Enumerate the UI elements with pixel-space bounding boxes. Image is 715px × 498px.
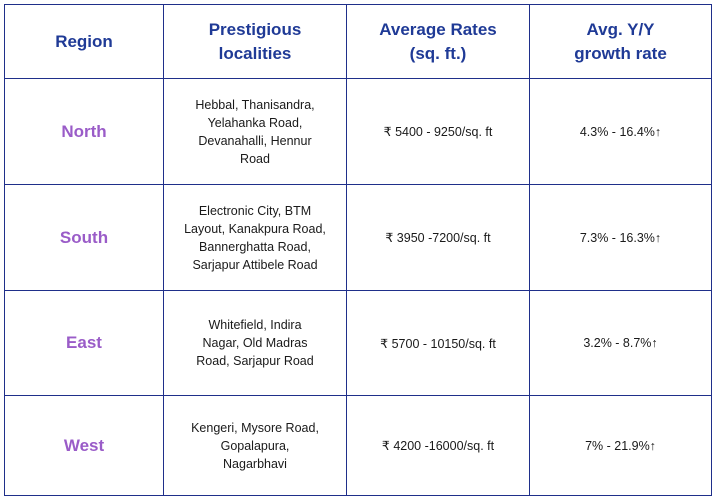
header-region: Region: [4, 4, 164, 79]
region-cell: North: [4, 78, 164, 185]
localities-cell: Electronic City, BTM Layout, Kanakpura R…: [163, 184, 347, 291]
localities-cell: Whitefield, Indira Nagar, Old Madras Roa…: [163, 290, 347, 396]
header-localities-line-2: localities: [218, 43, 292, 63]
locality-line: Kengeri, Mysore Road,: [191, 420, 319, 435]
region-cell: South: [4, 184, 164, 291]
header-region-label: Region: [55, 31, 113, 51]
localities-cell: Hebbal, Thanisandra, Yelahanka Road, Dev…: [163, 78, 347, 185]
locality-line: Nagarbhavi: [223, 456, 287, 471]
locality-line: Whitefield, Indira: [208, 318, 302, 332]
locality-line: Electronic City, BTM: [198, 203, 312, 218]
growth-cell: 4.3% - 16.4%↑: [529, 78, 712, 185]
table-row: North Hebbal, Thanisandra, Yelahanka Roa…: [4, 78, 712, 185]
growth-cell: 3.2% - 8.7%↑: [529, 290, 712, 396]
locality-line: Gopalapura,: [220, 438, 290, 453]
locality-line: Yelahanka Road,: [207, 115, 303, 130]
locality-line: Sarjapur Attibele Road: [192, 257, 318, 272]
rates-table: Region Prestigious localities Average Ra…: [4, 4, 712, 496]
locality-line: Road: [240, 151, 270, 166]
header-rates-line-2: (sq. ft.): [409, 43, 467, 63]
table-row: South Electronic City, BTM Layout, Kanak…: [4, 184, 712, 291]
header-growth-line-2: growth rate: [574, 43, 667, 63]
region-cell: East: [4, 290, 164, 396]
header-localities: Prestigious localities: [163, 4, 347, 79]
locality-line: Road, Sarjapur Road: [196, 354, 314, 368]
header-rates-line-1: Average Rates: [379, 19, 497, 39]
locality-line: Bannerghatta Road,: [199, 239, 311, 254]
localities-cell: Kengeri, Mysore Road, Gopalapura, Nagarb…: [163, 395, 347, 496]
locality-line: Layout, Kanakpura Road,: [184, 221, 326, 236]
header-row: Region Prestigious localities Average Ra…: [4, 4, 712, 79]
growth-cell: 7.3% - 16.3%↑: [529, 184, 712, 291]
rate-cell: ₹ 4200 -16000/sq. ft: [346, 395, 530, 496]
header-rates: Average Rates (sq. ft.): [346, 4, 530, 79]
table-row: East Whitefield, Indira Nagar, Old Madra…: [4, 290, 712, 396]
rate-cell: ₹ 5700 - 10150/sq. ft: [346, 290, 530, 396]
growth-cell: 7% - 21.9%↑: [529, 395, 712, 496]
header-growth: Avg. Y/Y growth rate: [529, 4, 712, 79]
rate-cell: ₹ 3950 -7200/sq. ft: [346, 184, 530, 291]
locality-line: Devanahalli, Hennur: [198, 133, 312, 148]
locality-line: Hebbal, Thanisandra,: [195, 97, 315, 112]
region-cell: West: [4, 395, 164, 496]
rate-cell: ₹ 5400 - 9250/sq. ft: [346, 78, 530, 185]
header-localities-line-1: Prestigious: [208, 19, 302, 39]
header-growth-line-1: Avg. Y/Y: [586, 19, 655, 39]
locality-line: Nagar, Old Madras: [202, 336, 308, 350]
table-row: West Kengeri, Mysore Road, Gopalapura, N…: [4, 395, 712, 496]
